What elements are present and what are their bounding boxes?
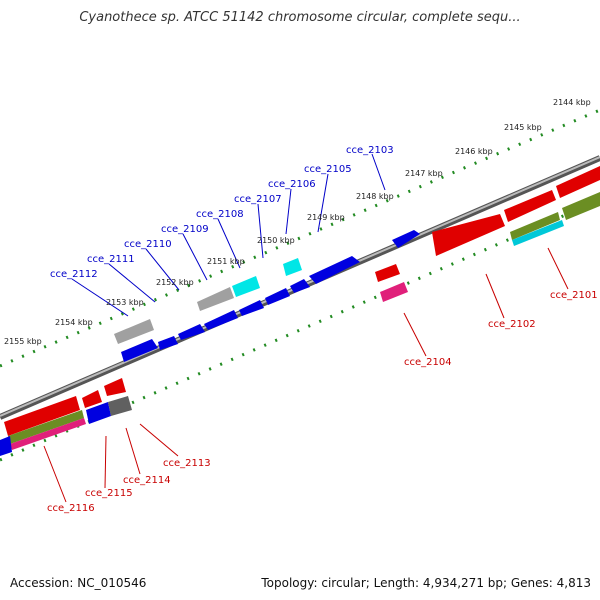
kbp-label: 2151 kbp [207, 257, 245, 266]
gene-block[interactable] [290, 279, 310, 293]
kbp-label: 2146 kbp [455, 147, 493, 156]
gene-labels-top: cce_2103 cce_2105 cce_2106 cce_2107 cce_… [50, 145, 394, 280]
gene-block[interactable] [309, 256, 360, 284]
kbp-label: 2149 kbp [307, 213, 345, 222]
gene-block[interactable] [10, 418, 86, 450]
gene-block[interactable] [86, 402, 111, 424]
gene-block[interactable] [510, 212, 560, 240]
kbp-label: 2150 kbp [257, 236, 295, 245]
gene-label[interactable]: cce_2109 [161, 224, 209, 235]
gene-label[interactable]: cce_2113 [163, 458, 211, 469]
gene-label[interactable]: cce_2111 [87, 254, 135, 265]
gene-label[interactable]: cce_2103 [346, 145, 394, 156]
gene-block[interactable] [204, 310, 238, 330]
gene-label[interactable]: cce_2102 [488, 319, 536, 330]
kbp-label: 2155 kbp [4, 337, 42, 346]
gene-label[interactable]: cce_2106 [268, 179, 316, 190]
gene-label[interactable]: cce_2110 [124, 239, 172, 250]
tick-track-upper [0, 108, 600, 368]
topology-summary: Topology: circular; Length: 4,934,271 bp… [261, 576, 591, 590]
gene-label[interactable]: cce_2105 [304, 164, 352, 175]
gene-block[interactable] [158, 336, 178, 350]
gene-block[interactable] [197, 287, 234, 311]
kbp-label: 2152 kbp [156, 278, 194, 287]
gene-block[interactable] [283, 258, 302, 276]
gene-block[interactable] [121, 339, 158, 362]
gene-block[interactable] [82, 390, 102, 408]
label-leaders [43, 153, 569, 503]
gene-label[interactable]: cce_2112 [50, 269, 98, 280]
kbp-labels: 2144 kbp 2145 kbp 2146 kbp 2147 kbp 2148… [4, 98, 591, 346]
gene-label[interactable]: cce_2101 [550, 290, 598, 301]
kbp-label: 2145 kbp [504, 123, 542, 132]
gene-block[interactable] [104, 378, 126, 396]
kbp-label: 2154 kbp [55, 318, 93, 327]
gene-label[interactable]: cce_2108 [196, 209, 244, 220]
gene-block[interactable] [0, 436, 12, 456]
gene-label[interactable]: cce_2107 [234, 194, 282, 205]
accession-text: Accession: NC_010546 [10, 576, 147, 590]
gene-block[interactable] [556, 166, 600, 198]
gene-label[interactable]: cce_2114 [123, 475, 171, 486]
kbp-label: 2147 kbp [405, 169, 443, 178]
gene-block[interactable] [432, 214, 505, 256]
kbp-label: 2144 kbp [553, 98, 591, 107]
gene-label[interactable]: cce_2115 [85, 488, 133, 499]
gene-block[interactable] [380, 282, 408, 302]
gene-block[interactable] [375, 264, 400, 282]
genes-lower [0, 166, 600, 456]
gene-block[interactable] [504, 190, 556, 222]
gene-block[interactable] [392, 230, 420, 248]
gene-block[interactable] [562, 192, 600, 220]
gene-block[interactable] [239, 300, 264, 316]
gene-block[interactable] [4, 396, 80, 436]
kbp-label: 2153 kbp [106, 298, 144, 307]
gene-labels-bottom: cce_2101 cce_2102 cce_2104 cce_2113 cce_… [47, 290, 598, 514]
gene-block[interactable] [232, 276, 260, 297]
gene-label[interactable]: cce_2116 [47, 503, 95, 514]
kbp-label: 2148 kbp [356, 192, 394, 201]
gene-label[interactable]: cce_2104 [404, 357, 452, 368]
genes-upper [114, 230, 420, 362]
gene-block[interactable] [178, 324, 205, 340]
gene-block[interactable] [265, 288, 290, 305]
gene-block[interactable] [8, 410, 84, 444]
gene-block[interactable] [512, 220, 564, 246]
map-title: Cyanothece sp. ATCC 51142 chromosome cir… [79, 10, 521, 25]
gene-block[interactable] [114, 319, 154, 344]
gene-block[interactable] [108, 396, 132, 416]
